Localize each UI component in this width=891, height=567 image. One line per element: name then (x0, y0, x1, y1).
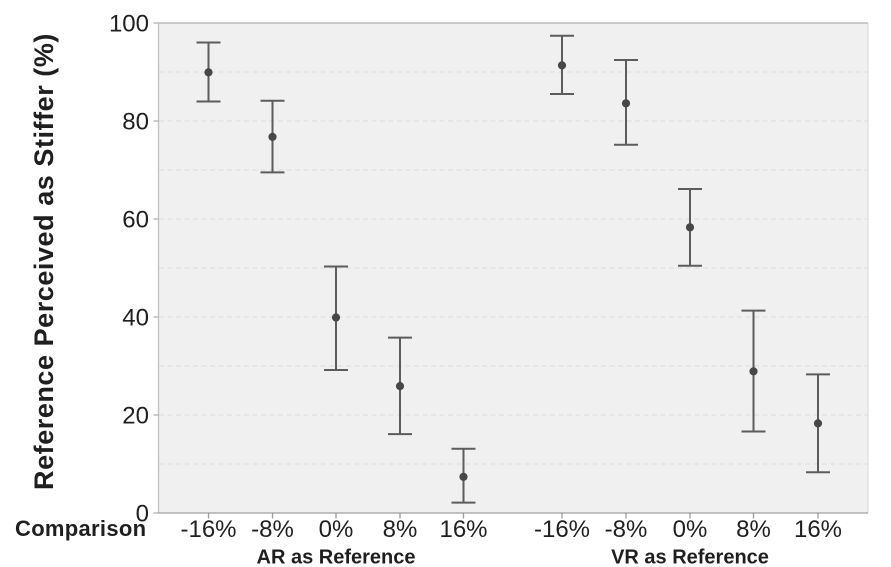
svg-text:60: 60 (122, 207, 149, 234)
svg-text:8%: 8% (383, 516, 418, 543)
svg-text:-16%: -16% (180, 516, 236, 543)
svg-text:-8%: -8% (605, 516, 648, 543)
svg-text:40: 40 (122, 305, 149, 332)
svg-text:-8%: -8% (251, 516, 294, 543)
svg-text:80: 80 (122, 109, 149, 136)
svg-text:16%: 16% (794, 516, 842, 543)
svg-text:0: 0 (136, 501, 149, 528)
svg-text:Comparison: Comparison (15, 516, 146, 541)
svg-text:16%: 16% (439, 516, 487, 543)
svg-text:20: 20 (122, 403, 149, 430)
svg-text:AR as Reference: AR as Reference (257, 547, 416, 567)
svg-text:0%: 0% (673, 516, 708, 543)
svg-text:8%: 8% (736, 516, 771, 543)
svg-text:100: 100 (109, 11, 149, 38)
svg-text:VR as Reference: VR as Reference (611, 547, 769, 567)
svg-text:-16%: -16% (534, 516, 590, 543)
svg-text:Reference Perceived as Stiffer: Reference Perceived as Stiffer (%) (29, 33, 59, 490)
svg-text:0%: 0% (319, 516, 354, 543)
